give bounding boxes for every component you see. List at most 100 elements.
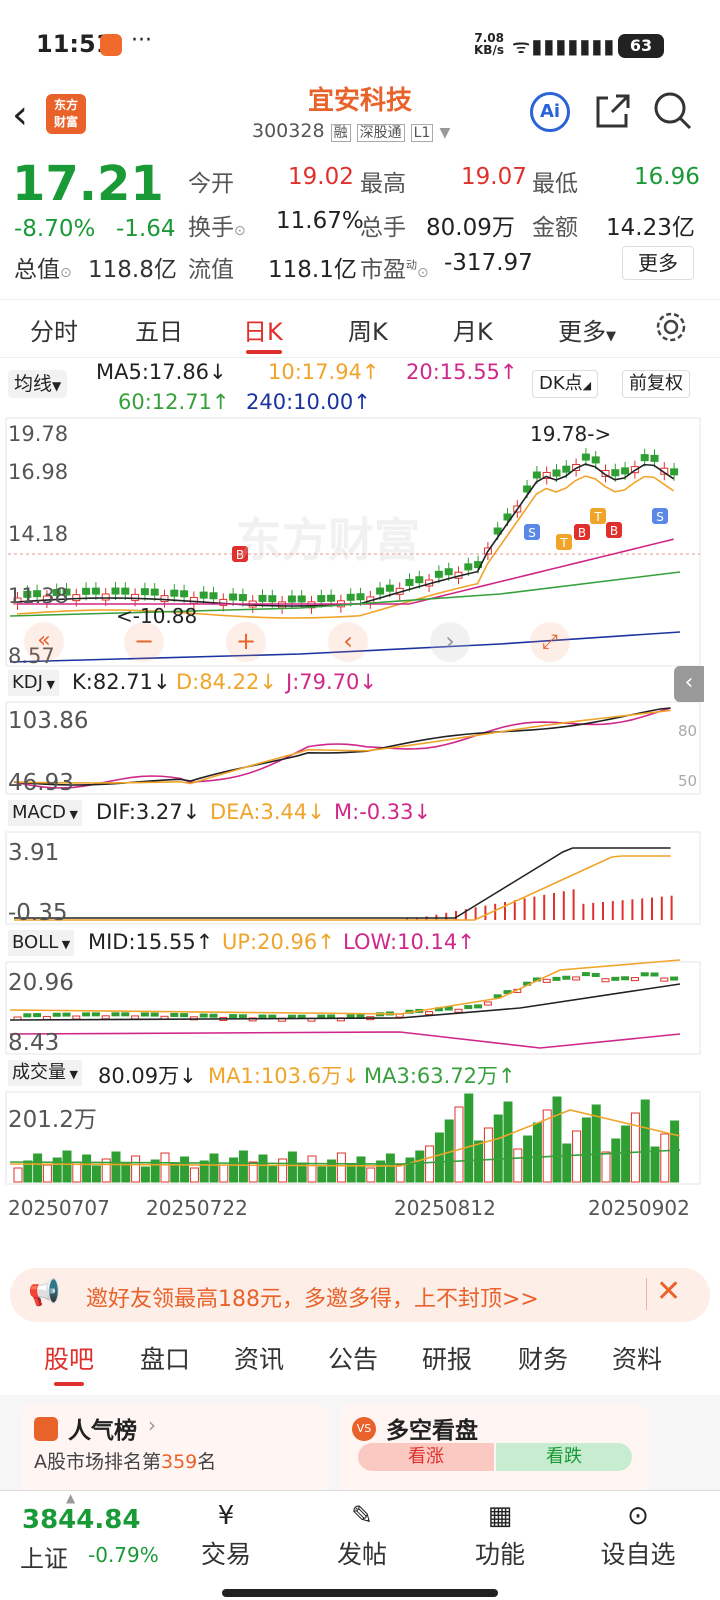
- more-quote-button[interactable]: 更多: [622, 246, 694, 280]
- boll-selector[interactable]: BOLL ▼: [8, 930, 75, 956]
- candle-body: [405, 579, 414, 587]
- macd-selector[interactable]: MACD ▼: [8, 800, 82, 826]
- volume-bar: [111, 1151, 121, 1183]
- zoom-in-icon[interactable]: +: [226, 622, 266, 662]
- collapse-panel-icon[interactable]: ‹: [674, 666, 704, 702]
- boll-mid-value: MID:15.55↑: [88, 930, 214, 954]
- back-icon[interactable]: ‹: [12, 92, 28, 138]
- macd-bar: [641, 898, 644, 920]
- macd-bar: [484, 905, 487, 920]
- macd-bar: [513, 900, 516, 920]
- volume-bar: [395, 1164, 405, 1183]
- boll-candle: [238, 1014, 247, 1019]
- tab-profile[interactable]: 资料: [612, 1345, 663, 1374]
- index-change: -0.79%: [88, 1543, 159, 1567]
- vs-icon: VS: [352, 1417, 376, 1441]
- volume-bar: [562, 1143, 572, 1183]
- scroll-left-icon[interactable]: ‹: [328, 622, 368, 662]
- nav-post[interactable]: ✎ 发帖: [312, 1501, 412, 1571]
- stock-code-row: 300328 融 深股通 L1 ▼: [252, 120, 450, 142]
- ma-selector[interactable]: 均线▼: [8, 370, 68, 398]
- candle-body: [101, 593, 110, 601]
- search-icon[interactable]: [652, 90, 694, 132]
- boll-candle: [150, 1012, 159, 1017]
- margin-tag: 融: [330, 124, 351, 142]
- dk-point-button[interactable]: DK点◢: [532, 370, 599, 398]
- volume-bar: [523, 1135, 533, 1183]
- tab-daily-k[interactable]: 日K: [243, 318, 283, 346]
- chevron-right-icon: ›: [148, 1413, 156, 1437]
- volume-bar: [33, 1153, 43, 1183]
- volume-bar: [630, 1112, 640, 1183]
- tab-weekly-k[interactable]: 周K: [348, 318, 388, 346]
- kline-chart-area: 均线▼ MA5:17.86↓ 10:17.94↑ 20:15.55↑ 60:12…: [0, 358, 720, 1238]
- y-axis-3: 14.18: [8, 522, 69, 546]
- zoom-out-icon[interactable]: −: [124, 622, 164, 662]
- ai-assistant-icon[interactable]: Ai: [530, 92, 570, 132]
- boll-candle: [62, 1012, 71, 1017]
- kdj-selector[interactable]: KDJ ▼: [8, 670, 59, 696]
- open-value: 19.02: [288, 164, 354, 190]
- boll-candle: [346, 1014, 355, 1019]
- tab-five-day[interactable]: 五日: [135, 318, 183, 346]
- long-short-card[interactable]: VS 多空看盘 看涨 看跌: [340, 1403, 648, 1503]
- candle-body: [111, 587, 120, 595]
- volume-value: 80.09万: [426, 215, 515, 241]
- tab-intraday[interactable]: 分时: [30, 318, 78, 346]
- volume-bar: [483, 1127, 493, 1183]
- boll-mid-line: [9, 983, 681, 1021]
- volume-bar: [532, 1122, 542, 1183]
- ma20-line: [17, 538, 674, 605]
- ma20-value: 20:15.55↑: [406, 360, 518, 384]
- nav-functions[interactable]: ▦ 功能: [450, 1501, 550, 1571]
- dropdown-icon[interactable]: ▼: [439, 125, 451, 141]
- share-icon[interactable]: [594, 92, 632, 130]
- settings-gear-icon[interactable]: [654, 310, 688, 344]
- scroll-left-fast-icon[interactable]: «: [24, 622, 64, 662]
- tab-monthly-k[interactable]: 月K: [453, 318, 493, 346]
- bearish-button[interactable]: 看跌: [496, 1443, 632, 1471]
- nav-add-watchlist[interactable]: ⊙ 设自选: [588, 1501, 688, 1571]
- volume-bar: [82, 1154, 92, 1183]
- signal-marker: [556, 534, 572, 550]
- net-speed: 7.08 KB/s: [474, 31, 504, 57]
- fullscreen-icon[interactable]: ⤢: [530, 622, 570, 662]
- more-circle-icon: ⊙: [627, 1501, 649, 1531]
- scroll-right-icon[interactable]: ›: [430, 622, 470, 662]
- tab-announcements[interactable]: 公告: [328, 1345, 379, 1374]
- nav-trade[interactable]: ¥ 交易: [176, 1501, 276, 1571]
- popularity-card[interactable]: 人气榜 › A股市场排名第359名: [22, 1403, 328, 1503]
- y-axis-2: 16.98: [8, 460, 69, 484]
- volume-bar: [160, 1152, 170, 1183]
- feature-cards: 人气榜 › A股市场排名第359名 VS 多空看盘 看涨 看跌: [0, 1395, 720, 1503]
- adjust-button[interactable]: 前复权: [622, 370, 690, 398]
- boll-candle: [425, 1011, 434, 1016]
- tab-orderbook[interactable]: 盘口: [140, 1345, 191, 1374]
- signal-marker-label: T: [559, 536, 568, 550]
- index-expand-icon[interactable]: ▲: [66, 1491, 76, 1505]
- boll-candle: [111, 1012, 120, 1017]
- ma10-value: 10:17.94↑: [268, 360, 380, 384]
- volume-selector[interactable]: 成交量 ▼: [8, 1060, 82, 1086]
- candle-body: [209, 592, 218, 600]
- tab-research[interactable]: 研报: [422, 1345, 473, 1374]
- candle-body: [621, 467, 630, 475]
- tab-more[interactable]: 更多▼: [558, 318, 616, 346]
- tab-finance[interactable]: 财务: [518, 1345, 569, 1374]
- volume-bar: [415, 1150, 425, 1183]
- tab-forum[interactable]: 股吧: [44, 1345, 95, 1374]
- close-icon[interactable]: ✕: [656, 1274, 682, 1309]
- index-value[interactable]: 3844.84: [22, 1505, 141, 1535]
- invite-banner[interactable]: 📢 邀好友领最高188元，多邀多得，上不封顶>> ✕: [10, 1268, 710, 1322]
- y-axis-low: 8.57: [8, 644, 55, 668]
- candle-body: [258, 594, 267, 602]
- tab-news[interactable]: 资讯: [234, 1345, 285, 1374]
- volume-bar: [52, 1157, 62, 1183]
- volume-bar: [62, 1150, 72, 1183]
- candle-body: [199, 591, 208, 599]
- kdj-d-line: [13, 709, 671, 785]
- volume-bar: [131, 1155, 141, 1183]
- volume-bar: [346, 1163, 356, 1183]
- bullish-button[interactable]: 看涨: [358, 1443, 494, 1471]
